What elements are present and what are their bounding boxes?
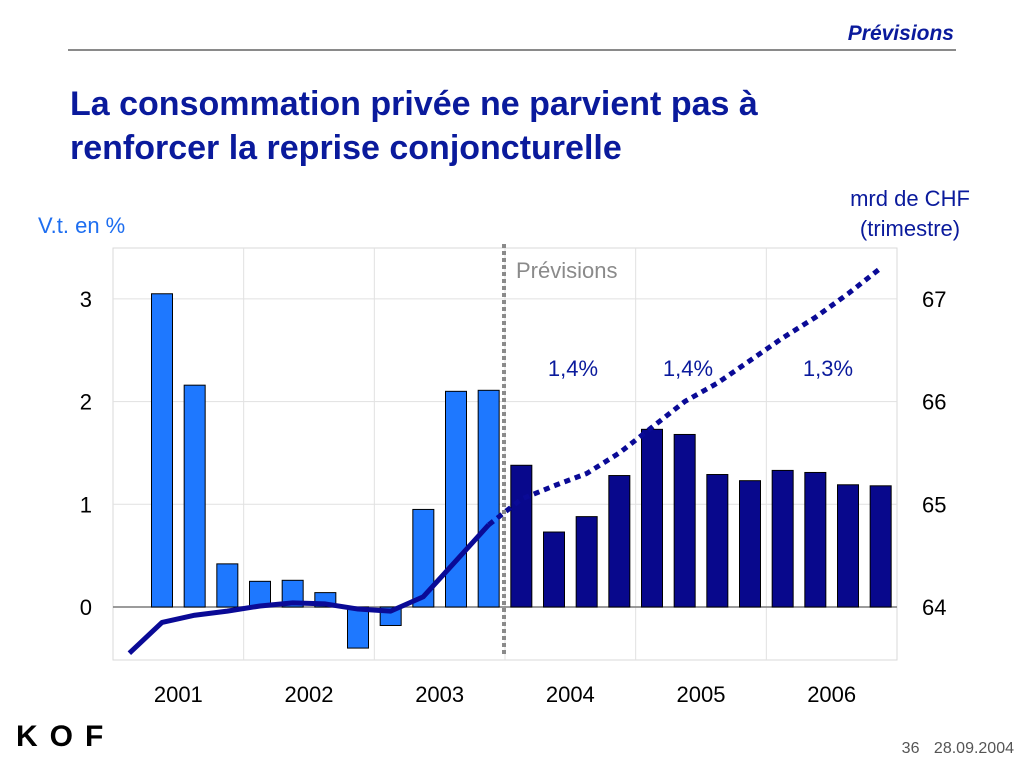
bar-forecast	[673, 433, 696, 608]
bar-forecast	[706, 474, 729, 608]
bar-actual	[477, 389, 500, 608]
bar-forecast	[641, 428, 663, 608]
slide-title-line-1: La consommation privée ne parvient pas à	[70, 85, 758, 123]
right-tick-label: 66	[922, 390, 946, 415]
bar-forecast	[771, 469, 794, 608]
page-number: 36	[901, 740, 920, 757]
left-axis-label: V.t. en %	[38, 213, 126, 238]
x-tick-label: 2004	[546, 682, 595, 707]
level-line-actual	[127, 523, 491, 656]
bar-forecast	[543, 531, 565, 608]
annual-growth-label: 1,3%	[803, 356, 853, 381]
bar-forecast	[739, 480, 761, 608]
right-tick-label: 67	[922, 287, 946, 312]
left-tick-label: 1	[80, 492, 92, 517]
kof-logo: KOF	[16, 720, 116, 753]
slide-title-line-2: renforcer la reprise conjoncturelle	[70, 129, 622, 167]
header-divider	[68, 49, 956, 51]
bar-forecast	[869, 485, 892, 608]
bar-actual	[151, 293, 173, 608]
right-tick-label: 65	[922, 492, 946, 517]
bar-actual	[216, 563, 239, 608]
bar-forecast	[837, 484, 859, 608]
x-tick-label: 2001	[154, 682, 203, 707]
footer: 36 28.09.2004	[892, 740, 1014, 758]
right-tick-label: 64	[922, 595, 946, 620]
annual-growth-label: 1,4%	[663, 356, 713, 381]
right-axis-label-line-1: mrd de CHF	[850, 186, 970, 211]
right-axis-label-line-2: (trimestre)	[859, 216, 961, 241]
x-tick-label: 2002	[285, 682, 334, 707]
bar-actual	[347, 606, 369, 649]
bar-actual	[281, 579, 304, 608]
left-tick-label: 3	[80, 287, 92, 312]
level-line-forecast	[487, 266, 883, 527]
right-axis-label: mrd de CHF (trimestre)	[800, 184, 1020, 244]
bar-actual	[412, 508, 435, 608]
left-tick-label: 0	[80, 595, 92, 620]
forecast-label: Prévisions	[516, 258, 617, 283]
footer-date: 28.09.2004	[933, 740, 1014, 757]
section-label: Prévisions	[847, 22, 954, 45]
x-tick-label: 2006	[807, 682, 856, 707]
slide-title: La consommation privée ne parvient pas à…	[70, 82, 970, 170]
annual-growth-label: 1,4%	[548, 356, 598, 381]
bar-forecast	[575, 516, 598, 608]
x-tick-label: 2003	[415, 682, 464, 707]
x-tick-label: 2005	[677, 682, 726, 707]
bar-forecast	[510, 464, 533, 608]
bar-forecast	[608, 475, 631, 608]
bar-actual	[445, 390, 467, 608]
bar-actual	[183, 384, 206, 608]
left-tick-label: 2	[80, 390, 92, 415]
bar-forecast	[804, 471, 827, 608]
